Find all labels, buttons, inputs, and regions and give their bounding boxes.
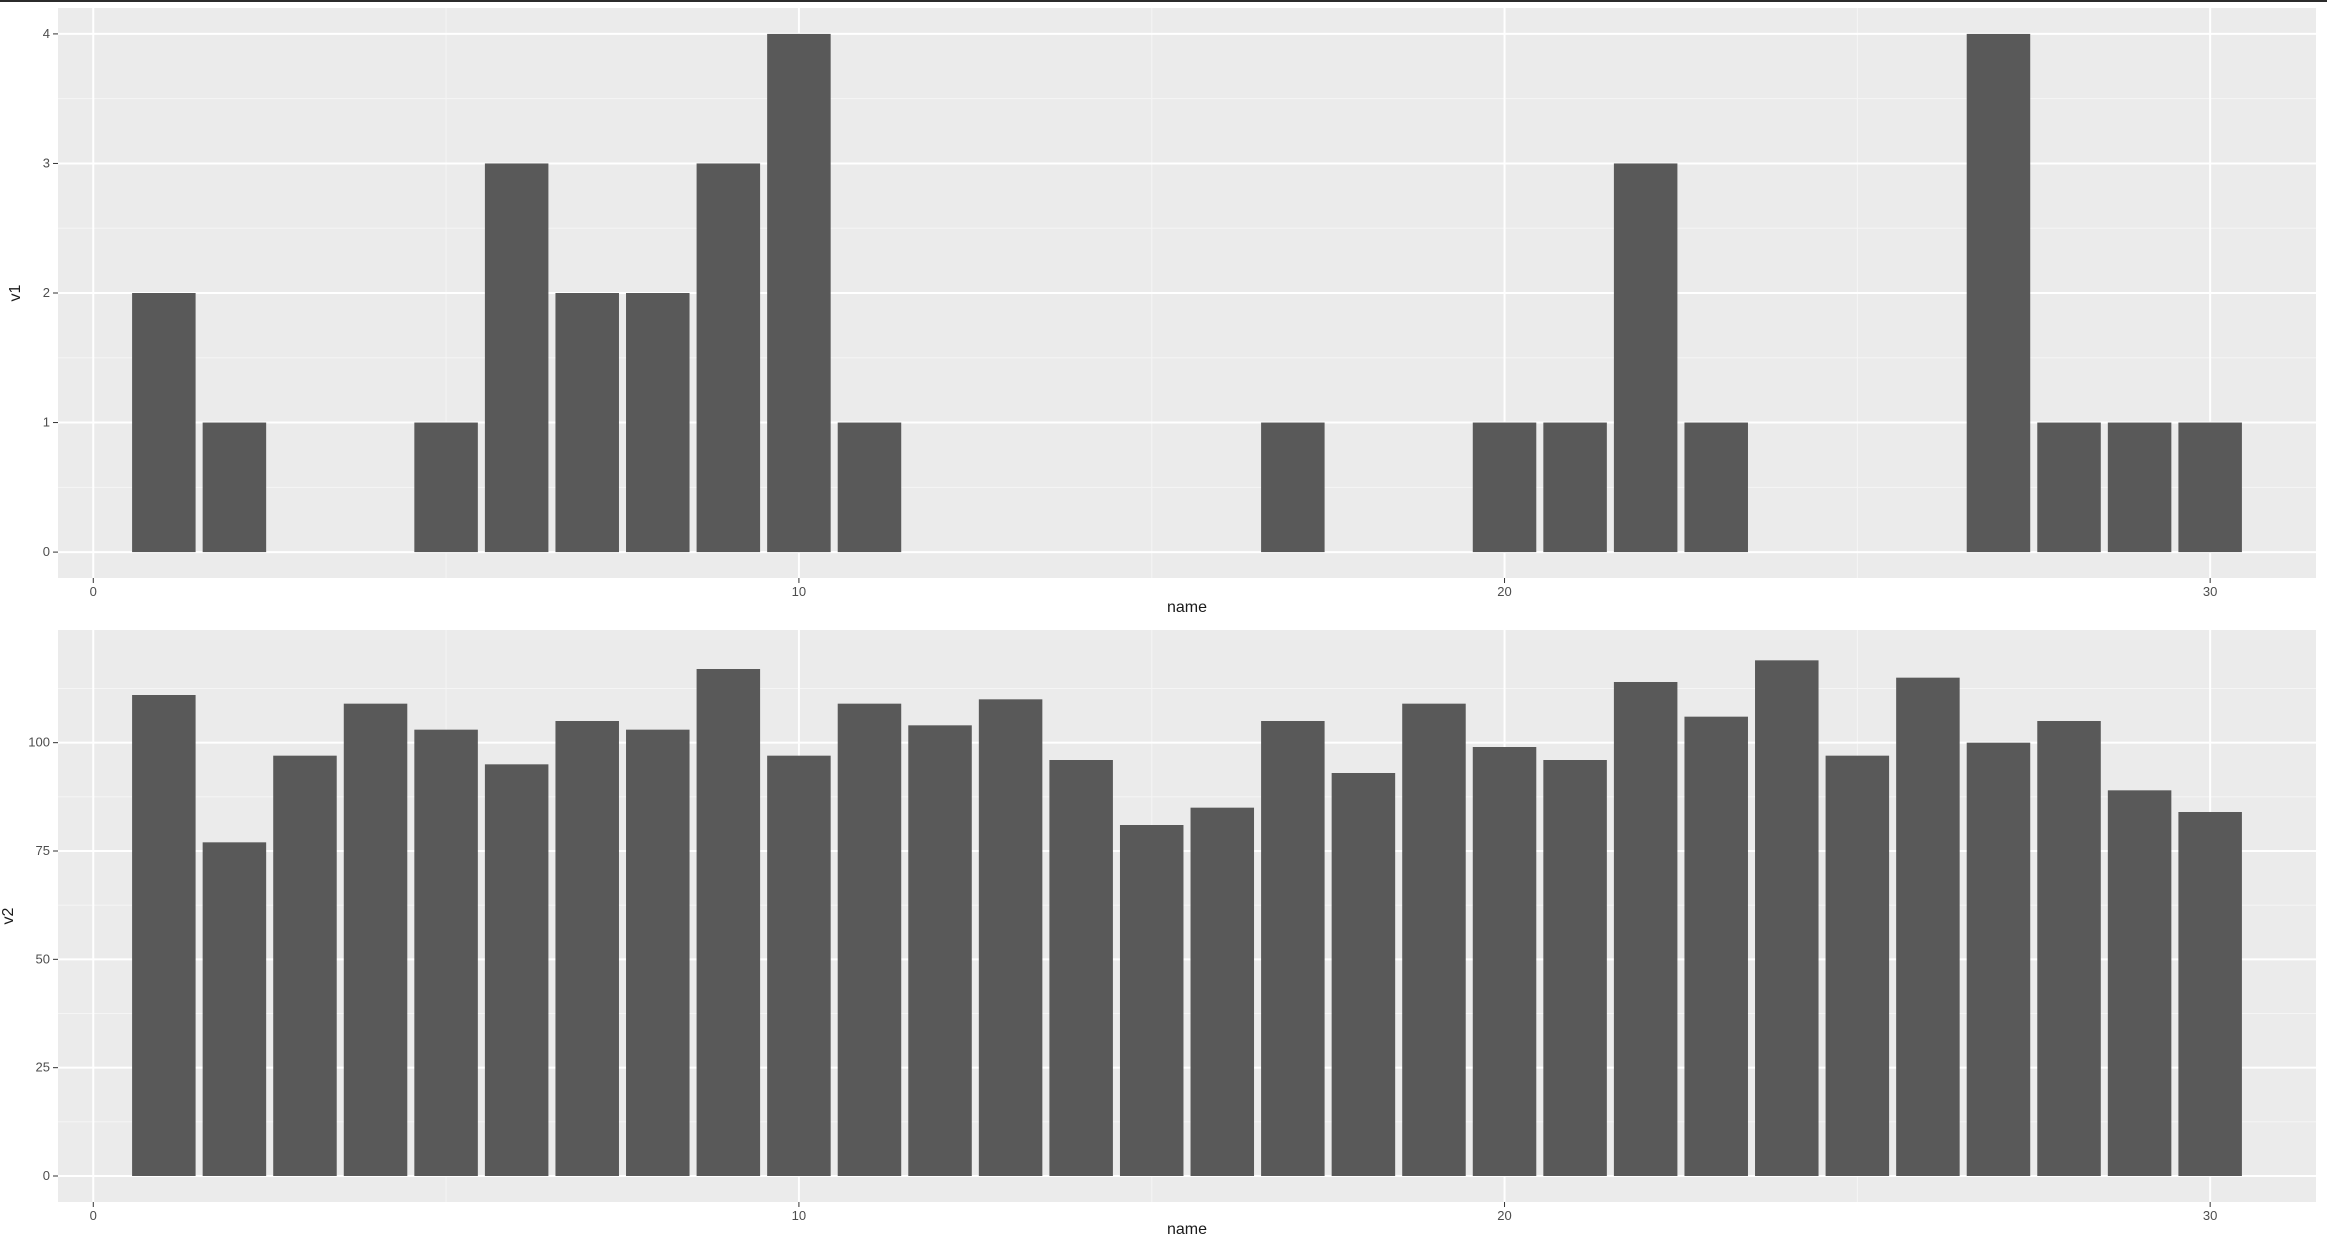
bar	[555, 293, 619, 553]
bar	[1613, 163, 1678, 553]
bar	[1190, 807, 1255, 1176]
y-tick-label: 0	[43, 1168, 50, 1183]
bar	[978, 699, 1043, 1176]
bar	[1684, 716, 1748, 1176]
bar	[132, 293, 196, 553]
bar	[414, 729, 478, 1176]
bar	[1613, 682, 1678, 1176]
bar	[696, 163, 761, 553]
x-tick-label: 0	[90, 1208, 97, 1223]
bar	[1472, 747, 1537, 1176]
x-tick-label: 0	[90, 584, 97, 599]
bar	[1684, 422, 1748, 553]
chart-v2: 0 10 20 30 0 25 50 75 100 name v2	[0, 630, 2316, 1238]
bar	[1966, 33, 2031, 553]
x-tick-label: 10	[792, 1208, 806, 1223]
y-tick-label: 0	[43, 544, 50, 559]
x-axis-title: name	[1167, 1221, 1207, 1238]
bar	[837, 422, 902, 553]
bar	[484, 764, 549, 1176]
y-tick-label: 3	[43, 155, 50, 170]
y-tick-label: 100	[28, 735, 50, 750]
window-top-border	[0, 0, 2327, 2]
bar	[2178, 422, 2242, 553]
x-tick-label: 20	[1497, 1208, 1511, 1223]
bar	[484, 163, 549, 553]
y-tick-label: 1	[43, 415, 50, 430]
bar	[1543, 760, 1607, 1176]
bar	[1755, 660, 1819, 1176]
bar	[908, 725, 972, 1176]
y-axis-title: v2	[0, 907, 17, 924]
bar	[626, 729, 690, 1176]
bar	[2037, 422, 2101, 553]
bar	[767, 33, 831, 553]
chart-v1: 0 10 20 30 0 1 2 3 4 name v1	[7, 8, 2316, 616]
x-tick-label: 20	[1497, 584, 1511, 599]
bar	[1261, 422, 1325, 553]
y-axis-title: v1	[7, 284, 24, 301]
bar	[1825, 755, 1890, 1176]
y-tick-label: 75	[36, 843, 50, 858]
x-axis-title: name	[1167, 599, 1207, 616]
bar	[1119, 825, 1184, 1176]
bar	[2178, 812, 2242, 1176]
bar	[1402, 703, 1466, 1176]
bar	[2107, 422, 2172, 553]
bar	[1896, 677, 1960, 1176]
y-tick-label: 50	[36, 951, 50, 966]
bar	[1966, 742, 2031, 1176]
bar	[555, 721, 619, 1176]
x-tick-label: 30	[2203, 584, 2217, 599]
y-tick-label: 25	[36, 1060, 50, 1075]
bar	[202, 842, 267, 1176]
bar	[1472, 422, 1537, 553]
bar	[837, 703, 902, 1176]
x-tick-label: 30	[2203, 1208, 2217, 1223]
bar	[273, 755, 337, 1176]
x-tick-label: 10	[792, 584, 806, 599]
bar	[1049, 760, 1113, 1176]
bar	[1331, 773, 1396, 1176]
bar	[767, 755, 831, 1176]
bar	[1261, 721, 1325, 1176]
bar	[343, 703, 408, 1176]
bar	[1543, 422, 1607, 553]
bar	[2037, 721, 2101, 1176]
bar	[414, 422, 478, 553]
bar	[626, 293, 690, 553]
y-tick-label: 4	[43, 26, 50, 41]
bar	[696, 669, 761, 1176]
bar	[202, 422, 267, 553]
y-tick-label: 2	[43, 285, 50, 300]
bar	[132, 695, 196, 1176]
bar	[2107, 790, 2172, 1176]
